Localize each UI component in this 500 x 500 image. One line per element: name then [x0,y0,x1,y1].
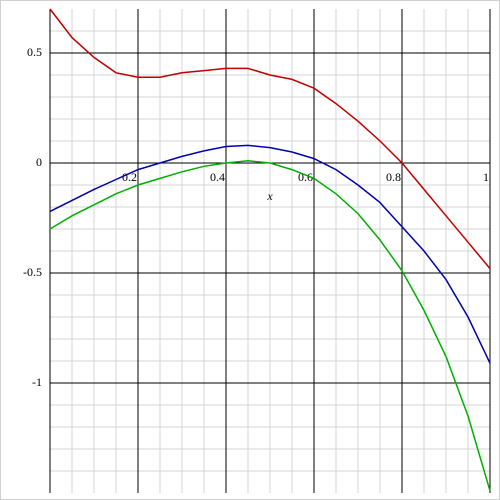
y-tick-label: 0 [36,155,42,169]
x-tick-label: 1 [483,170,489,184]
series-line [49,144,491,364]
x-tick-label: 0.8 [386,170,401,184]
y-tick-label: -0.5 [23,265,42,279]
series-line [49,160,491,492]
x-tick-label: 0.4 [210,170,225,184]
x-tick-label: 0.2 [122,170,137,184]
y-tick-label: -1 [32,375,42,389]
y-tick-label: 0.5 [27,45,42,59]
x-axis-label: x [266,189,273,203]
series-line [49,8,491,270]
